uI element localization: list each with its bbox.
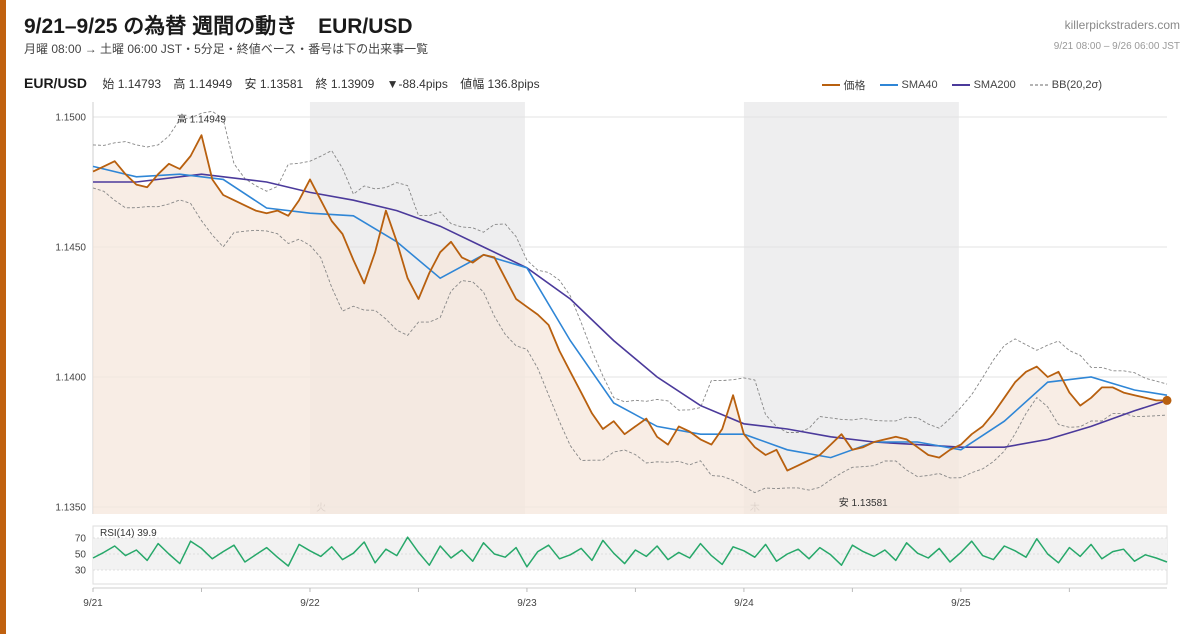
chart-legend: 価格 SMA40 SMA200 BB(20,2σ): [821, 77, 1102, 93]
rsi-level-label: 50: [75, 550, 87, 561]
sma200-line: [93, 173, 1168, 448]
x-tick-label: 9/23: [517, 598, 537, 609]
last-price-marker[interactable]: [1162, 395, 1172, 405]
legend-swatch-price: [821, 84, 840, 86]
page-subtitle: 月曜 08:00 → 土曜 06:00 JST・5分足・終値ベース・番号は下の出…: [24, 42, 429, 56]
legend-item-bb[interactable]: BB(20,2σ): [1029, 79, 1102, 91]
high-annotation: 高 1.14949: [177, 112, 226, 125]
x-tick-label: 9/24: [734, 598, 754, 609]
page-title: 9/21–9/25 の為替 週間の動き EUR/USD: [24, 15, 413, 38]
x-tick-label: 9/21: [83, 598, 103, 609]
stat-change: ▼-88.4pips: [386, 77, 448, 91]
rsi-line: [92, 536, 1168, 568]
legend-label-sma200: SMA200: [973, 79, 1016, 91]
price-area-fill: [93, 135, 1167, 514]
y-tick-label: 1.1500: [55, 113, 86, 124]
legend-swatch-bb: [1029, 84, 1048, 86]
legend-label-price: 価格: [843, 80, 866, 92]
low-annotation: 安 1.13581: [839, 496, 888, 509]
legend-label-sma40: SMA40: [901, 79, 938, 91]
date-range: 9/21 08:00 – 9/26 06:00 JST: [1053, 41, 1180, 52]
stat-close: 終 1.13909: [315, 77, 375, 91]
x-tick-label: 9/25: [951, 598, 971, 609]
price-line: [92, 134, 1167, 472]
stat-open: 始 1.14793: [102, 77, 162, 91]
legend-item-sma200[interactable]: SMA200: [951, 79, 1016, 91]
y-tick-label: 1.1450: [55, 243, 86, 254]
x-tick-label: 9/22: [300, 598, 320, 609]
legend-item-sma40[interactable]: SMA40: [879, 79, 938, 91]
stat-range: 値幅 136.8pips: [460, 77, 540, 91]
bb-lower-line: [92, 187, 1168, 494]
legend-label-bb: BB(20,2σ): [1051, 79, 1102, 91]
sma40-line: [92, 165, 1168, 459]
y-tick-label: 1.1350: [55, 503, 86, 514]
site-name[interactable]: killerpickstraders.com: [1064, 18, 1180, 32]
rsi-label: RSI(14) 39.9: [100, 528, 157, 539]
rsi-level-label: 30: [75, 566, 87, 577]
accent-bar: [0, 0, 6, 634]
legend-item-price[interactable]: 価格: [821, 77, 866, 93]
pair-label: EUR/USD: [24, 75, 88, 91]
legend-swatch-sma40: [879, 84, 898, 86]
legend-swatch-sma200: [951, 84, 970, 86]
bb-upper-line: [92, 110, 1168, 433]
rsi-level-label: 70: [75, 534, 87, 545]
y-tick-label: 1.1400: [55, 373, 86, 384]
stat-low: 安 1.13581: [244, 77, 304, 91]
stats-row: EUR/USD 始 1.14793 高 1.14949 安 1.13581 終 …: [24, 75, 549, 92]
stat-high: 高 1.14949: [173, 77, 233, 91]
